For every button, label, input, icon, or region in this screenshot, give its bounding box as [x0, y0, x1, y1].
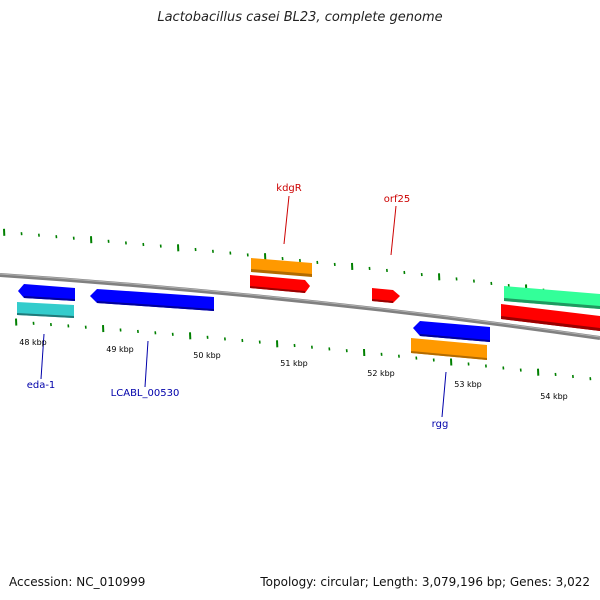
scale-label: 49 kbp — [106, 345, 134, 354]
leader-orf25 — [390, 205, 397, 256]
feature-rrna-gene[interactable] — [504, 286, 600, 309]
scale-label: 54 kbp — [540, 392, 568, 401]
scale-label: 52 kbp — [367, 369, 395, 378]
feature-LCABL_00530-cds[interactable] — [90, 289, 214, 311]
outer-tick-track — [3, 228, 597, 299]
gene-label-orf25: orf25 — [384, 194, 410, 205]
map-title: Lactobacillus casei BL23, complete genom… — [157, 10, 443, 25]
scale-label: 48 kbp — [19, 338, 47, 347]
gene-label-eda-1: eda-1 — [27, 380, 56, 391]
feature-eda-1-gene[interactable] — [17, 302, 74, 318]
feature-rgg-gene[interactable] — [411, 338, 487, 360]
leader-LCABL_00530 — [144, 340, 149, 388]
feature-rgg-cds[interactable] — [413, 321, 490, 342]
scale-label: 51 kbp — [280, 359, 308, 368]
scale-label: 50 kbp — [193, 351, 221, 360]
gene-label-rgg: rgg — [432, 419, 449, 430]
feature-kdgR-gene[interactable] — [251, 258, 312, 277]
gene-label-LCABL_00530: LCABL_00530 — [111, 388, 180, 399]
topology-text: Topology: circular; Length: 3,079,196 bp… — [260, 575, 590, 589]
feature-orf25-cds[interactable] — [372, 288, 400, 303]
leader-rgg — [441, 371, 447, 418]
leader-kdgR — [283, 195, 290, 245]
gene-label-kdgR: kdgR — [276, 183, 301, 194]
inner-tick-track — [15, 318, 592, 381]
feature-kdgR-cds[interactable] — [250, 275, 310, 293]
genome-backbone — [0, 273, 600, 340]
scale-label: 53 kbp — [454, 380, 482, 389]
feature-right-cds[interactable] — [501, 304, 600, 331]
accession-text: Accession: NC_010999 — [9, 575, 146, 589]
feature-eda-1-cds[interactable] — [18, 284, 75, 301]
leader-eda-1 — [40, 333, 45, 380]
